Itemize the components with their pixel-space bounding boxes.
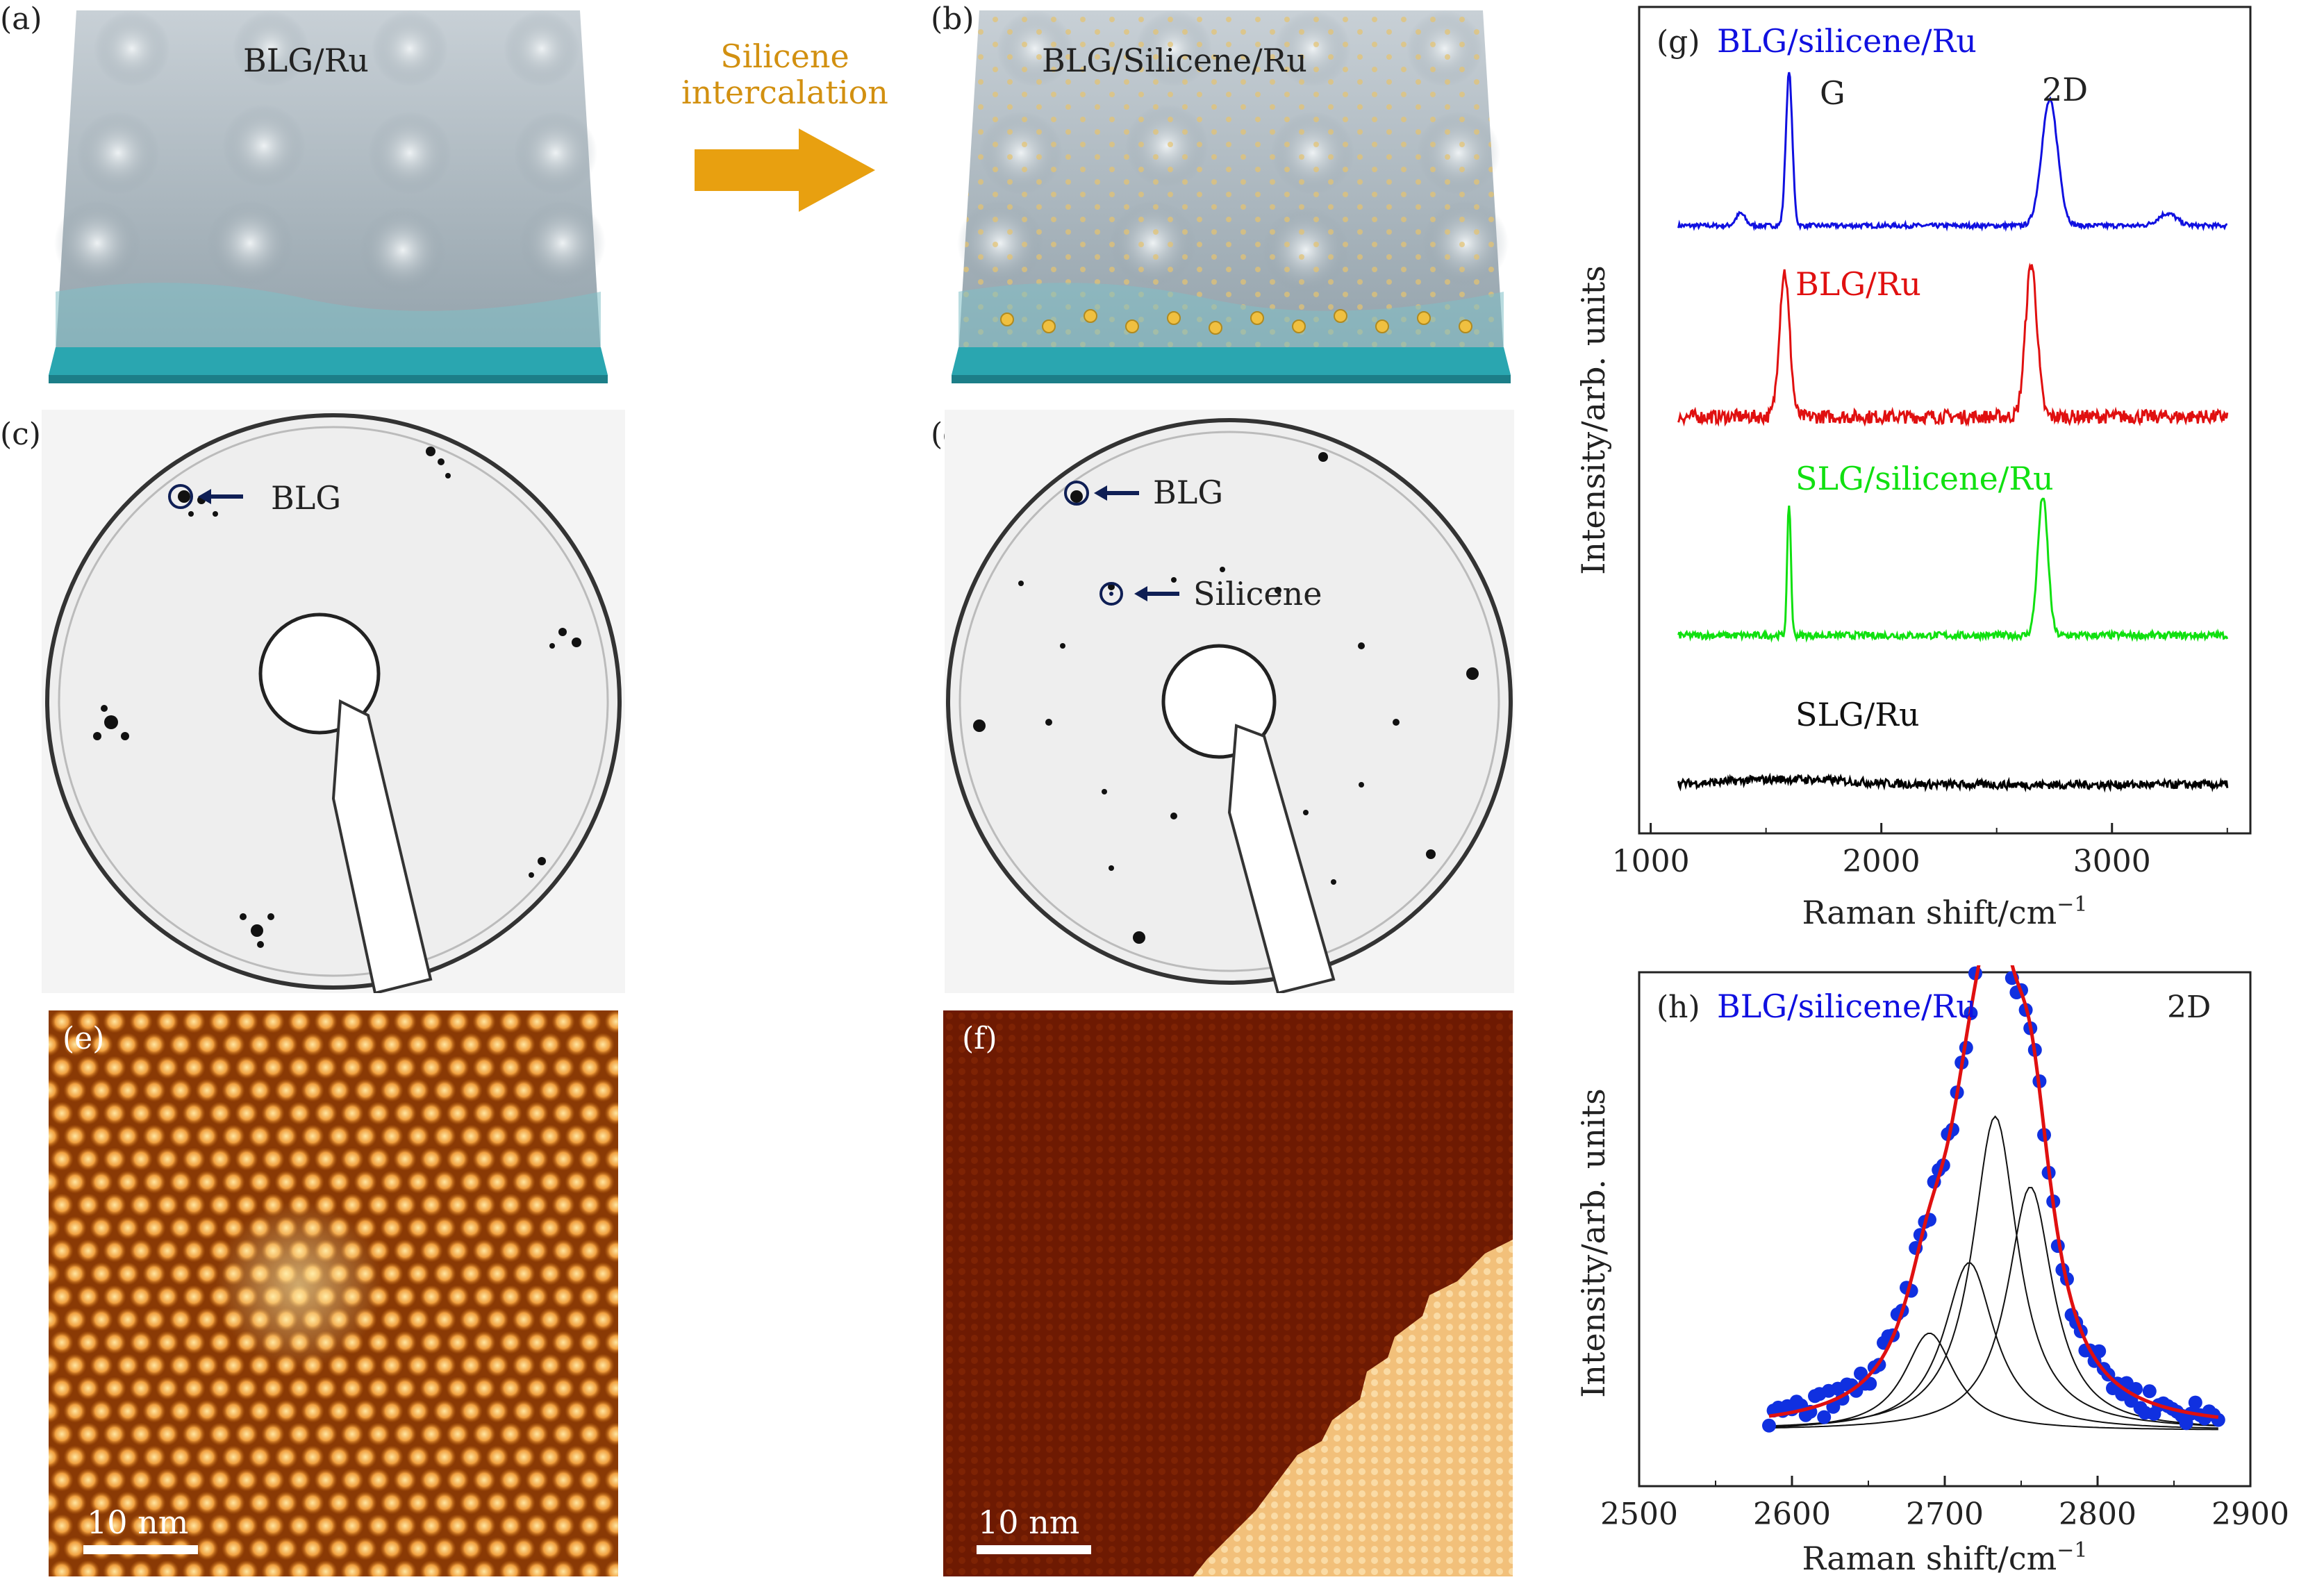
schematic-blg-ru [49, 10, 608, 383]
leed-spots-c [93, 447, 581, 948]
panel-label-f: (f) [962, 1021, 997, 1056]
intercalation-text: Silicene intercalation [660, 38, 910, 110]
fit-component-2 [1768, 1115, 2218, 1427]
ylabel-h: Intensity/arb. units [1575, 1088, 1612, 1398]
leed-d-silicene-label: Silicene [1193, 575, 1322, 613]
series-label-blg-silicene-ru: BLG/silicene/Ru [1717, 22, 1977, 60]
xlabel-g-sup: −1 [2057, 892, 2087, 917]
fit-envelope [1768, 906, 2219, 1419]
intercalation-line1: Silicene [720, 38, 849, 75]
panel-label-e: (e) [63, 1021, 105, 1056]
xlabel-g: Raman shift/cm−1 [1802, 892, 2088, 931]
blg-spot-marker-d [1064, 481, 1139, 506]
series-label-slg-ru: SLG/Ru [1795, 696, 1920, 733]
xtick-label-h-3: 2800 [2059, 1497, 2136, 1532]
series-line-0 [1677, 72, 2228, 232]
leed-pattern-c [42, 410, 625, 993]
series-line-1 [1677, 262, 2229, 427]
raman-chart-g: 1000 2000 3000 (g) G 2D BLG/silicene/Ru BL… [1575, 6, 2252, 931]
panel-label-h: (h) [1657, 990, 1700, 1025]
annotation-2d-h: 2D [2167, 990, 2211, 1025]
xtick-label-g-2: 3000 [2073, 844, 2151, 879]
schematic-blg-silicene-ru [952, 10, 1511, 383]
xtick-label-g-0: 1000 [1612, 844, 1690, 879]
terrace-step [1193, 1240, 1513, 1576]
chart-g: 1000 2000 3000 (g) G 2D BLG/silicene/Ru BL… [1556, 0, 2324, 931]
ru-substrate [49, 347, 608, 375]
series-line-3 [1677, 772, 2229, 793]
intercalation-arrow-icon [695, 128, 875, 212]
xtick-label-h-2: 2700 [1906, 1497, 1984, 1532]
blg-spot-marker-c [168, 484, 243, 509]
silicene-lattice [958, 10, 1504, 354]
stm-image-e [49, 1010, 618, 1576]
raman-chart-h: 2500 2600 2700 2800 2900 (h) BLG/silicene/Ru… [1575, 892, 2289, 1577]
title-h: BLG/silicene/Ru [1717, 988, 1977, 1025]
intercalation-line2: intercalation [681, 74, 888, 111]
leed-pattern-d [945, 410, 1514, 993]
data-point [1817, 1410, 1832, 1424]
stm-image-f [943, 1010, 1513, 1576]
xlabel-g-text: Raman shift/cm [1802, 894, 2057, 931]
scalebar-e [83, 1545, 198, 1554]
ylabel-g: Intensity/arb. units [1575, 265, 1612, 575]
panel-a-title: BLG/Ru [243, 42, 369, 79]
xtick-label-h-1: 2600 [1753, 1497, 1831, 1532]
series-label-slg-silicene-ru: SLG/silicene/Ru [1795, 460, 2054, 497]
data-point [2092, 1344, 2107, 1358]
fit-component-0 [1768, 1333, 2218, 1431]
data-point [2188, 1395, 2202, 1410]
chart-h: 2500 2600 2700 2800 2900 (h) BLG/silicene/Ru… [1556, 892, 2324, 1579]
moire-bumps [54, 10, 606, 293]
silicene-spot-marker-d [1099, 582, 1179, 606]
leed-c-blg-label: BLG [271, 479, 342, 517]
peak-label-2d: 2D [2042, 71, 2088, 108]
panel-label-c: (c) [0, 417, 41, 452]
series-label-blg-ru: BLG/Ru [1795, 265, 1921, 303]
plot-frame-g [1638, 6, 2252, 835]
xlabel-h-sup: −1 [2057, 1538, 2087, 1563]
scalebar-label-e: 10 nm [87, 1504, 189, 1541]
xtick-label-h-0: 2500 [1600, 1497, 1678, 1532]
scalebar-f [977, 1545, 1091, 1554]
peak-label-g: G [1820, 74, 1845, 112]
series-line-2 [1677, 497, 2229, 643]
xtick-label-h-4: 2900 [2211, 1497, 2289, 1532]
xlabel-h: Raman shift/cm−1 [1802, 1538, 2088, 1577]
leed-d-blg-label: BLG [1153, 474, 1224, 511]
graphene-surface [56, 10, 601, 354]
panel-label-a: (a) [0, 1, 42, 37]
leed-spots-d [973, 452, 1479, 944]
xlabel-h-text: Raman shift/cm [1802, 1540, 2057, 1577]
scalebar-label-f: 10 nm [978, 1504, 1080, 1541]
panel-label-g: (g) [1657, 24, 1700, 60]
data-point [2142, 1384, 2157, 1399]
data-point [1762, 1418, 1776, 1433]
xtick-label-g-1: 2000 [1843, 844, 1920, 879]
panel-label-b: (b) [931, 1, 974, 37]
panel-b-title: BLG/Silicene/Ru [1042, 42, 1307, 79]
